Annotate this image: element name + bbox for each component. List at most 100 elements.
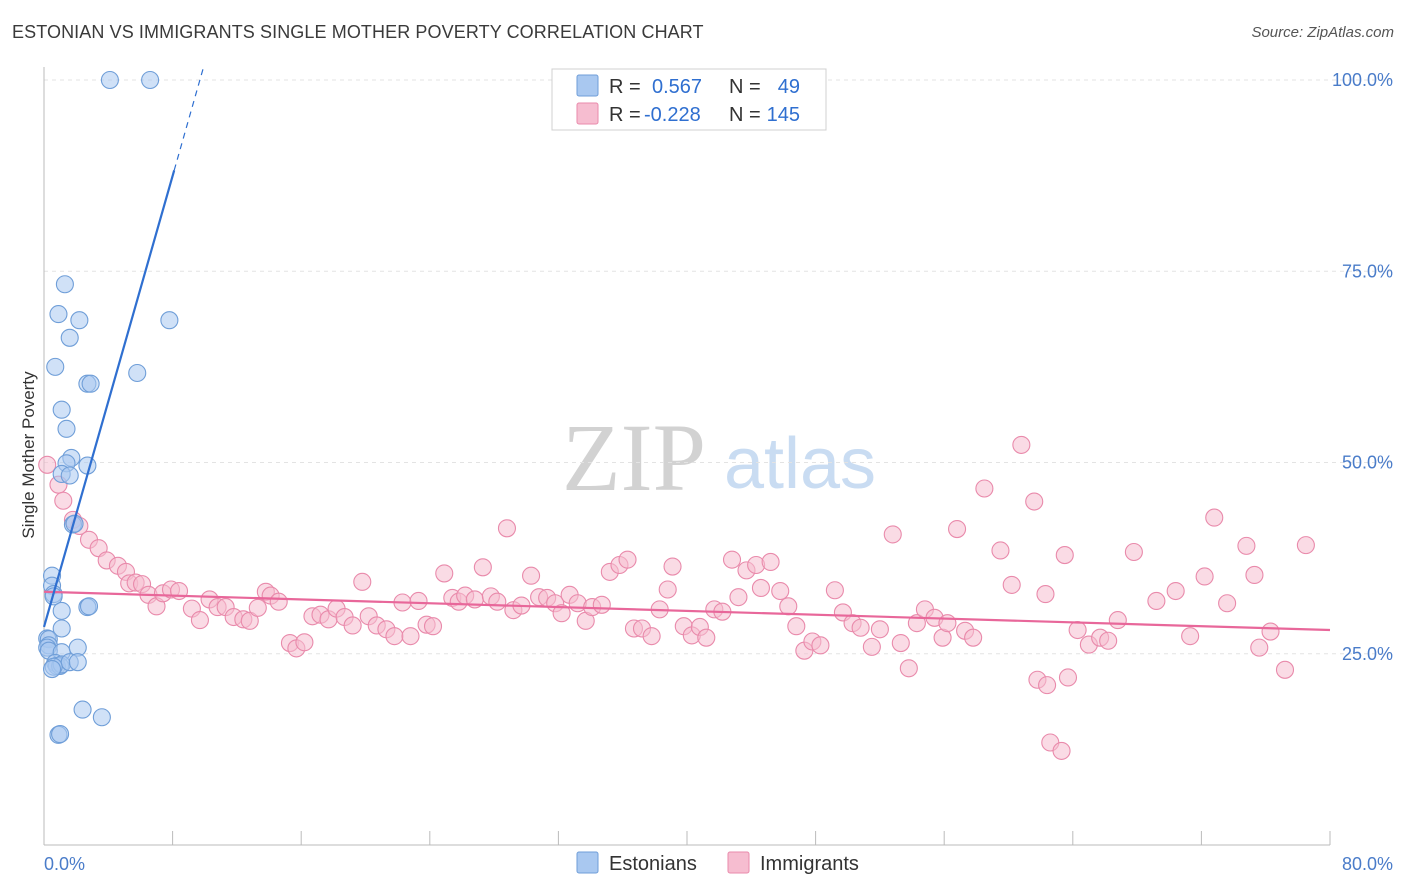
watermark-atlas: atlas: [724, 424, 876, 504]
estonians-point: [68, 653, 87, 672]
immigrants-point: [811, 636, 830, 655]
immigrants-point: [787, 617, 806, 636]
legend: R = 0.567 N = 49 R = -0.228 N = 145: [551, 68, 827, 131]
immigrants-point: [1166, 581, 1185, 601]
immigrants-point: [385, 627, 404, 646]
immigrants-point: [1058, 668, 1078, 687]
immigrants-point: [473, 558, 492, 577]
y-tick-label: 25.0%: [1342, 644, 1393, 664]
bottom-legend-swatch-estonians: [576, 851, 599, 874]
legend-swatch-estonians: [576, 74, 599, 97]
estonians-point: [60, 328, 79, 347]
estonians-point: [128, 363, 147, 383]
y-axis-label: Single Mother Poverty: [19, 371, 38, 539]
immigrants-point: [488, 592, 507, 611]
estonians-point: [52, 619, 71, 638]
legend-r-label-immigrants: R =: [609, 104, 641, 126]
immigrants-point: [1245, 565, 1264, 585]
immigrants-point: [401, 627, 420, 646]
immigrants-point: [761, 552, 780, 572]
legend-swatch-immigrants: [576, 102, 599, 125]
immigrants-point: [248, 598, 267, 617]
estonians-point: [46, 357, 65, 376]
immigrants-point: [938, 614, 957, 633]
immigrants-point: [269, 592, 288, 611]
immigrants-point: [295, 633, 314, 652]
bottom-legend-swatch-immigrants: [727, 851, 750, 874]
immigrants-point: [825, 581, 844, 600]
immigrants-point: [991, 541, 1010, 560]
y-tick-labels: 25.0% 50.0% 75.0% 100.0%: [1332, 70, 1393, 664]
immigrants-point: [729, 588, 748, 607]
immigrants-point: [899, 659, 918, 678]
immigrants-point: [1012, 435, 1031, 454]
immigrants-point: [409, 591, 428, 611]
estonians-trend-line: [42, 169, 176, 628]
immigrants-point: [1099, 631, 1118, 650]
immigrants-trend-line: [43, 590, 1331, 632]
immigrants-point: [423, 617, 443, 636]
immigrants-point: [240, 611, 259, 630]
immigrants-point: [891, 633, 910, 653]
bottom-legend: Estonians Immigrants: [576, 851, 859, 875]
immigrants-point: [1218, 594, 1237, 613]
source-label: Source: ZipAtlas.com: [1251, 24, 1394, 41]
estonians-point: [70, 311, 89, 330]
immigrants-point: [522, 566, 541, 585]
immigrants-point: [552, 604, 571, 623]
y-tick-label: 75.0%: [1342, 261, 1393, 281]
estonians-point: [81, 374, 100, 393]
immigrants-point: [1002, 575, 1021, 594]
immigrants-point: [883, 525, 902, 544]
immigrants-point: [435, 564, 454, 583]
immigrants-point: [870, 620, 889, 639]
immigrants-point: [658, 580, 677, 599]
trend-lines: [42, 68, 1331, 632]
immigrants-point: [1068, 620, 1087, 640]
immigrants-point: [1181, 627, 1200, 646]
immigrants-point: [975, 479, 994, 498]
estonians-point: [49, 305, 68, 324]
estonians-point: [92, 708, 111, 727]
estonians-point: [60, 466, 79, 485]
immigrants-point: [663, 557, 682, 576]
estonians-points: [38, 70, 179, 744]
immigrants-point: [1025, 492, 1044, 511]
immigrants-point: [1205, 508, 1224, 527]
legend-n-value-immigrants: 145: [767, 104, 800, 126]
immigrants-point: [1296, 536, 1315, 555]
bottom-legend-estonians: Estonians: [609, 853, 697, 875]
immigrants-point: [1124, 542, 1143, 562]
estonians-point: [42, 659, 62, 679]
legend-n-label-estonians: N =: [729, 76, 761, 98]
legend-n-label-immigrants: N =: [729, 104, 761, 126]
immigrants-point: [353, 572, 372, 591]
legend-r-label-estonians: R =: [609, 76, 641, 98]
immigrants-point: [54, 491, 73, 510]
immigrants-point: [1036, 585, 1055, 604]
estonians-trend-extension: [173, 68, 204, 171]
chart-title: ESTONIAN VS IMMIGRANTS SINGLE MOTHER POV…: [12, 22, 704, 42]
estonians-point: [52, 400, 71, 419]
y-tick-label: 100.0%: [1332, 70, 1393, 90]
legend-n-value-estonians: 49: [778, 76, 800, 98]
estonians-point: [57, 419, 76, 438]
estonians-point: [51, 725, 70, 744]
legend-r-value-estonians: 0.567: [652, 76, 702, 98]
bottom-legend-immigrants: Immigrants: [760, 853, 859, 875]
immigrants-point: [1052, 741, 1071, 760]
immigrants-point: [1261, 622, 1280, 641]
legend-r-value-immigrants: -0.228: [644, 104, 701, 126]
estonians-point: [52, 601, 71, 620]
immigrants-point: [948, 520, 967, 539]
watermark: ZIP atlas: [562, 404, 876, 511]
immigrants-point: [618, 550, 637, 569]
x-tick-label-min: 0.0%: [44, 854, 85, 874]
immigrants-point: [771, 581, 790, 601]
immigrants-point: [1055, 546, 1074, 565]
immigrants-point: [751, 578, 770, 598]
estonians-point: [73, 700, 92, 719]
immigrants-point: [851, 618, 870, 637]
immigrants-point: [1108, 611, 1127, 630]
